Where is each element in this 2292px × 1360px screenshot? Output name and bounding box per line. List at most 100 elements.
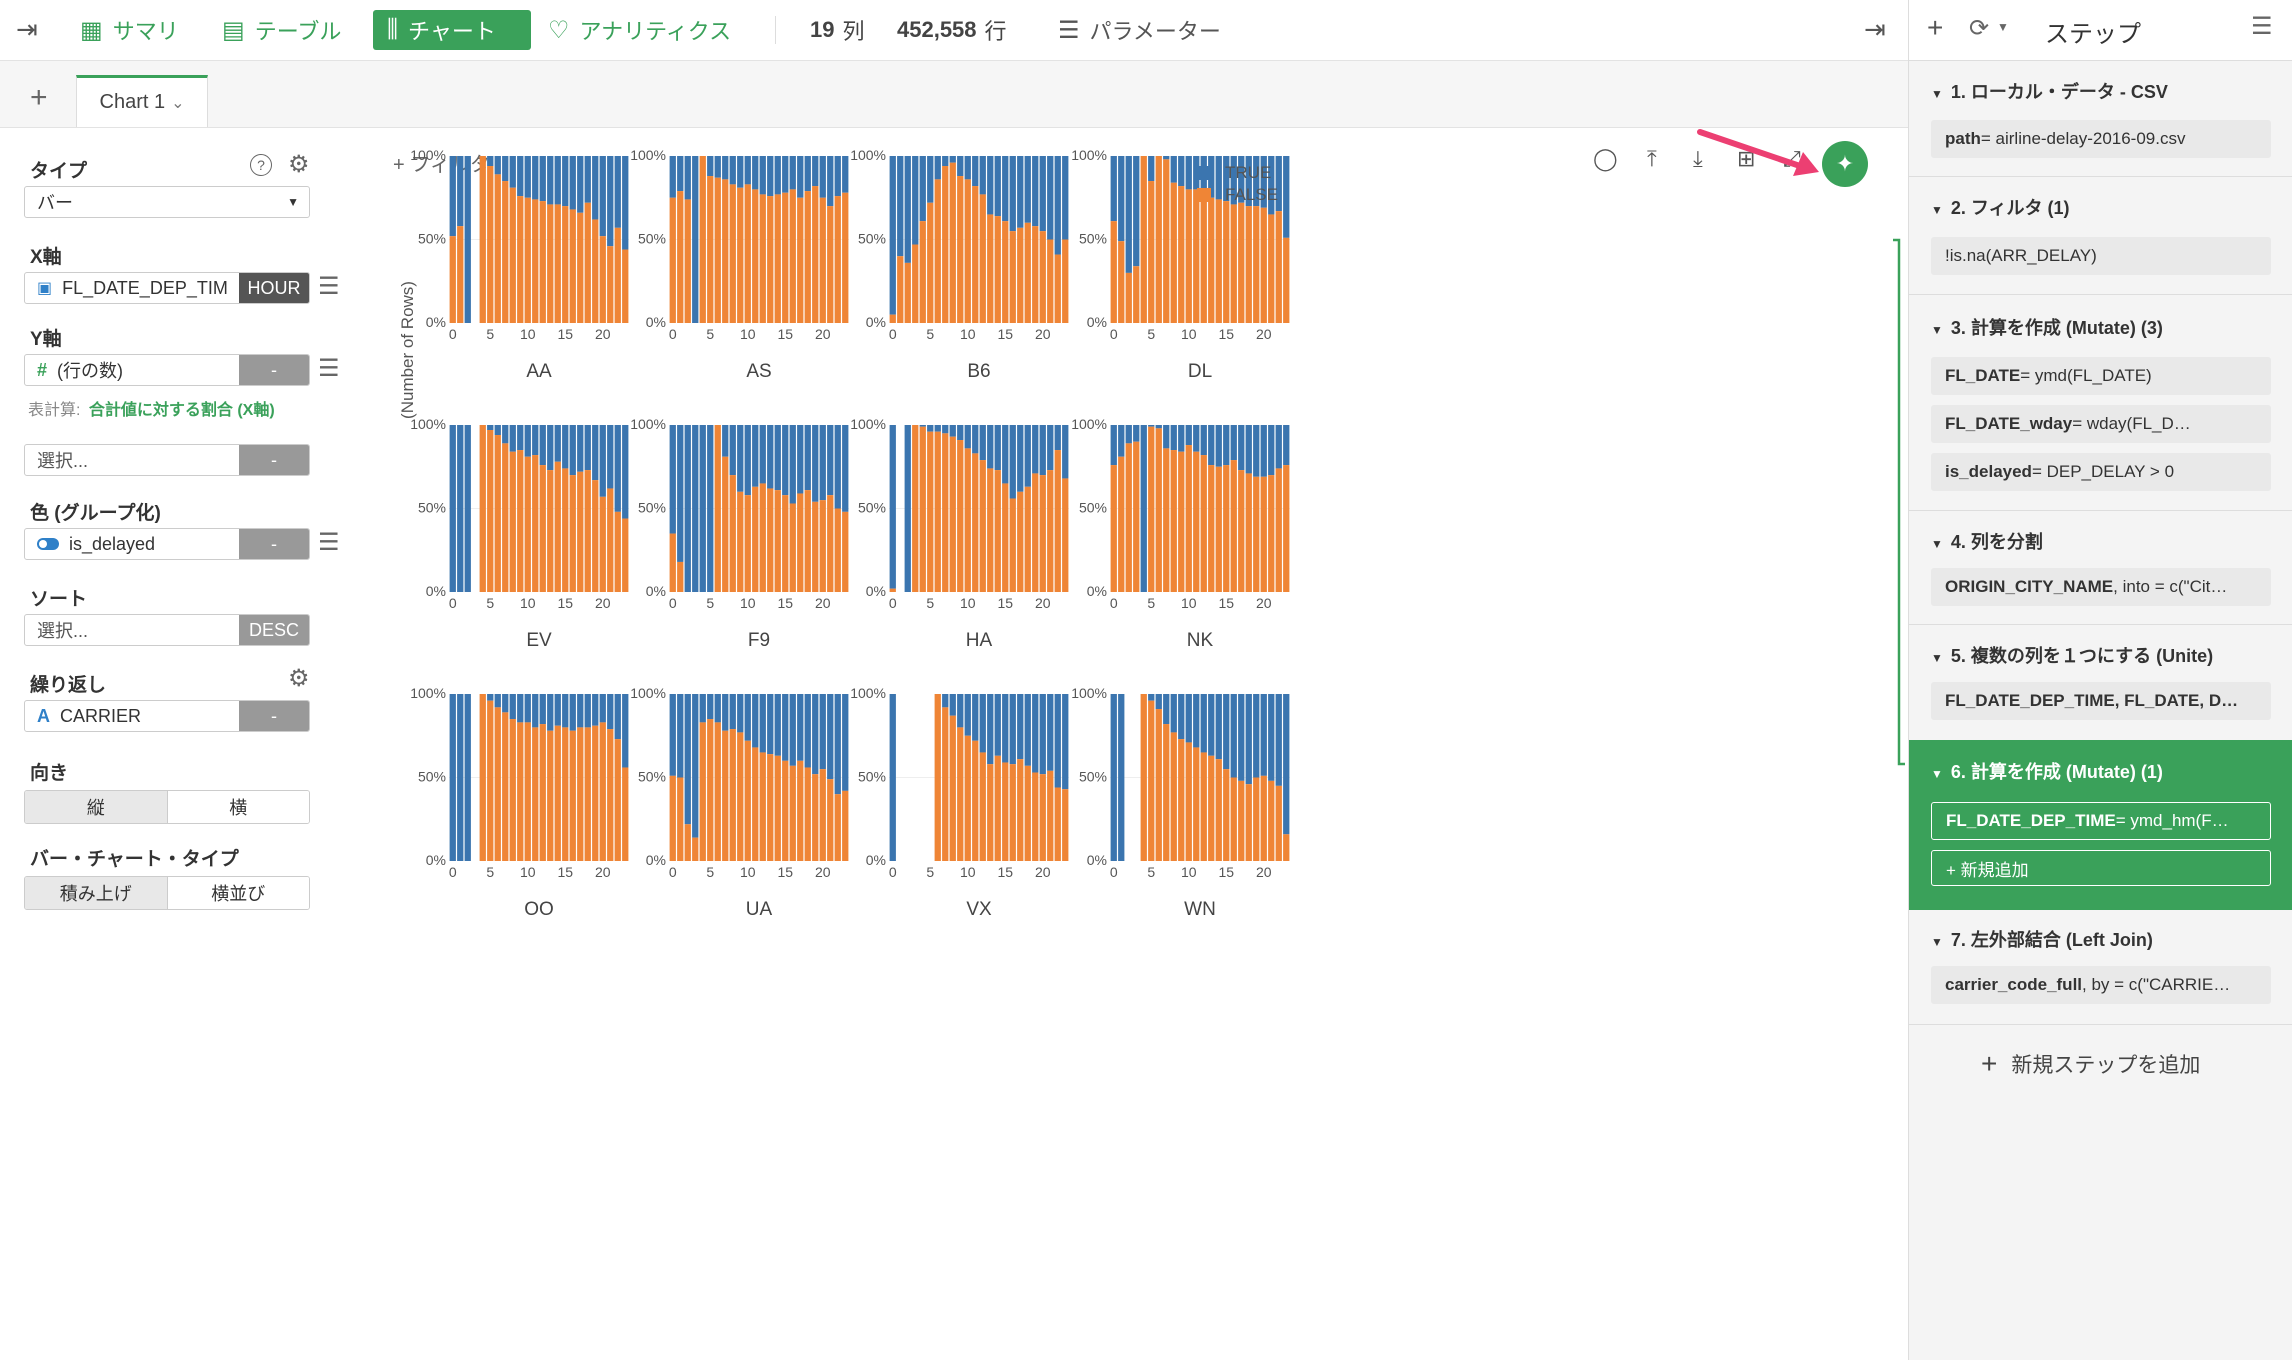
bar-true[interactable] bbox=[842, 425, 849, 512]
bar-true[interactable] bbox=[1163, 156, 1170, 160]
bar-true[interactable] bbox=[729, 694, 736, 730]
bar-true[interactable] bbox=[1009, 694, 1016, 765]
bar-true[interactable] bbox=[509, 694, 516, 720]
bar-false[interactable] bbox=[1047, 470, 1054, 592]
bar-true[interactable] bbox=[957, 694, 964, 728]
bar-true[interactable] bbox=[1245, 156, 1252, 207]
step-2-detail[interactable]: !is.na(ARR_DELAY) bbox=[1931, 237, 2271, 275]
bar-false[interactable] bbox=[804, 490, 811, 592]
bar-true[interactable] bbox=[562, 425, 569, 469]
bar-false[interactable] bbox=[949, 162, 956, 323]
bar-true[interactable] bbox=[669, 694, 676, 776]
bar-true[interactable] bbox=[812, 156, 819, 187]
bar-false[interactable] bbox=[479, 694, 486, 861]
bar-true[interactable] bbox=[539, 694, 546, 725]
bar-false[interactable] bbox=[614, 739, 621, 861]
bar-true[interactable] bbox=[744, 156, 751, 185]
bar-false[interactable] bbox=[669, 533, 676, 592]
bar-false[interactable] bbox=[1275, 468, 1282, 592]
bar-false[interactable] bbox=[517, 196, 524, 323]
color-field[interactable]: is_delayed - bbox=[24, 528, 310, 560]
bar-true[interactable] bbox=[509, 425, 516, 452]
bar-true[interactable] bbox=[714, 694, 721, 723]
bar-false[interactable] bbox=[912, 425, 919, 592]
bar-false[interactable] bbox=[707, 719, 714, 861]
bar-false[interactable] bbox=[1133, 441, 1140, 592]
bar-false[interactable] bbox=[1110, 221, 1117, 323]
bar-false[interactable] bbox=[1185, 189, 1192, 323]
bar-false[interactable] bbox=[1215, 759, 1222, 861]
bar-true[interactable] bbox=[979, 694, 986, 753]
bar-true[interactable] bbox=[1215, 156, 1222, 200]
bar-false[interactable] bbox=[517, 722, 524, 861]
bar-true[interactable] bbox=[797, 694, 804, 761]
bar-true[interactable] bbox=[759, 694, 766, 753]
bar-false[interactable] bbox=[782, 760, 789, 861]
bar-false[interactable] bbox=[1215, 199, 1222, 323]
bar-true[interactable] bbox=[677, 694, 684, 778]
bar-true[interactable] bbox=[934, 425, 941, 432]
bar-true[interactable] bbox=[987, 425, 994, 469]
x-axis-menu-icon[interactable]: ☰ bbox=[318, 273, 340, 300]
x-axis-unit-button[interactable]: HOUR bbox=[239, 273, 309, 303]
bar-false[interactable] bbox=[699, 156, 706, 323]
chart-type-select[interactable]: バー ▼ bbox=[24, 186, 310, 218]
bar-false[interactable] bbox=[524, 456, 531, 592]
bar-false[interactable] bbox=[1200, 455, 1207, 592]
bar-true[interactable] bbox=[1275, 694, 1282, 786]
bar-false[interactable] bbox=[1245, 473, 1252, 592]
bar-false[interactable] bbox=[759, 752, 766, 861]
bar-true[interactable] bbox=[1062, 156, 1069, 240]
bar-true[interactable] bbox=[449, 425, 456, 592]
bar-false[interactable] bbox=[767, 754, 774, 861]
add-step-icon[interactable]: + bbox=[1927, 12, 1944, 43]
bar-false[interactable] bbox=[539, 724, 546, 861]
bar-true[interactable] bbox=[577, 694, 584, 728]
bar-false[interactable] bbox=[1148, 700, 1155, 861]
bar-false[interactable] bbox=[722, 730, 729, 861]
bar-false[interactable] bbox=[934, 179, 941, 323]
bar-false[interactable] bbox=[994, 755, 1001, 861]
bar-true[interactable] bbox=[819, 425, 826, 501]
bar-true[interactable] bbox=[1110, 694, 1117, 861]
bar-false[interactable] bbox=[1024, 486, 1031, 592]
bar-true[interactable] bbox=[842, 694, 849, 791]
y-axis-menu-icon[interactable]: ☰ bbox=[318, 355, 340, 382]
bar-false[interactable] bbox=[614, 227, 621, 323]
bar-true[interactable] bbox=[1245, 694, 1252, 785]
bar-false[interactable] bbox=[789, 503, 796, 592]
step-1-detail[interactable]: path = airline-delay-2016-09.csv bbox=[1931, 120, 2271, 158]
bar-false[interactable] bbox=[1178, 739, 1185, 861]
bar-false[interactable] bbox=[752, 747, 759, 861]
bar-true[interactable] bbox=[584, 156, 591, 203]
bar-false[interactable] bbox=[479, 425, 486, 592]
bar-false[interactable] bbox=[584, 202, 591, 323]
bar-false[interactable] bbox=[577, 212, 584, 323]
bar-true[interactable] bbox=[957, 425, 964, 441]
color-field-button[interactable]: - bbox=[239, 529, 309, 559]
bar-false[interactable] bbox=[979, 194, 986, 323]
bar-true[interactable] bbox=[812, 694, 819, 775]
bar-true[interactable] bbox=[677, 425, 684, 562]
bar-true[interactable] bbox=[1178, 694, 1185, 740]
bar-true[interactable] bbox=[532, 425, 539, 456]
bar-true[interactable] bbox=[1009, 425, 1016, 499]
bar-false[interactable] bbox=[684, 824, 691, 861]
bar-true[interactable] bbox=[699, 425, 706, 592]
bar-false[interactable] bbox=[457, 226, 464, 323]
bar-false[interactable] bbox=[1245, 206, 1252, 323]
bar-true[interactable] bbox=[827, 425, 834, 496]
bar-true[interactable] bbox=[1260, 694, 1267, 776]
bar-true[interactable] bbox=[964, 156, 971, 180]
bar-false[interactable] bbox=[532, 455, 539, 592]
pin-button[interactable]: ✦ bbox=[1822, 141, 1868, 187]
bar-false[interactable] bbox=[797, 760, 804, 861]
bar-true[interactable] bbox=[782, 425, 789, 496]
bar-true[interactable] bbox=[722, 156, 729, 180]
bar-true[interactable] bbox=[1039, 425, 1046, 476]
bar-false[interactable] bbox=[767, 488, 774, 592]
bar-true[interactable] bbox=[607, 425, 614, 489]
bar-true[interactable] bbox=[842, 156, 849, 193]
bar-true[interactable] bbox=[1238, 425, 1245, 471]
bar-true[interactable] bbox=[1260, 425, 1267, 477]
